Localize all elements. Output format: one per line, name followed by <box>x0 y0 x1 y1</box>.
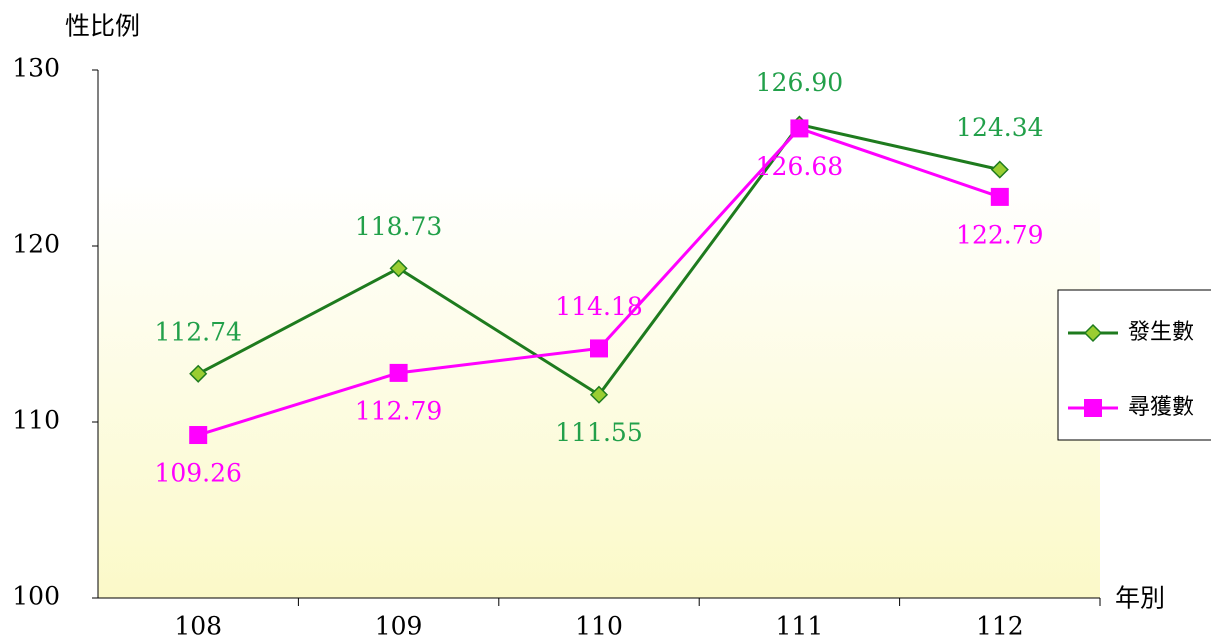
data-label: 126.68 <box>756 152 843 181</box>
x-tick-label: 110 <box>575 612 623 638</box>
x-tick-label: 108 <box>174 612 222 638</box>
x-tick-label: 109 <box>375 612 423 638</box>
legend-label: 尋獲數 <box>1128 395 1194 420</box>
marker <box>790 119 809 138</box>
y-tick-label: 120 <box>12 230 60 259</box>
x-tick-label: 111 <box>776 612 824 638</box>
x-tick-label: 112 <box>976 612 1024 638</box>
data-label: 118.73 <box>355 212 442 241</box>
marker <box>990 187 1009 206</box>
marker <box>389 259 408 278</box>
data-label: 126.90 <box>756 68 843 97</box>
marker <box>189 364 208 383</box>
x-axis-title: 年別 <box>1115 584 1165 613</box>
plot-background <box>98 70 1100 598</box>
data-label: 114.18 <box>555 292 642 321</box>
data-label: 124.34 <box>956 113 1043 142</box>
marker <box>990 160 1009 179</box>
marker <box>389 363 408 382</box>
marker <box>589 385 609 404</box>
y-tick-label: 110 <box>12 406 60 435</box>
data-label: 122.79 <box>956 220 1043 249</box>
marker <box>1083 323 1103 343</box>
data-label: 112.74 <box>154 317 241 346</box>
y-tick-label: 130 <box>12 54 60 83</box>
y-tick-label: 100 <box>12 582 60 611</box>
legend-box <box>1057 289 1211 441</box>
y-axis-title: 性比例 <box>65 12 140 41</box>
marker <box>590 339 608 358</box>
marker <box>1084 399 1102 417</box>
data-label: 112.79 <box>355 396 442 425</box>
legend-label: 發生數 <box>1128 320 1194 345</box>
data-label: 111.55 <box>555 418 642 447</box>
marker <box>189 426 208 445</box>
data-label: 109.26 <box>154 459 241 488</box>
